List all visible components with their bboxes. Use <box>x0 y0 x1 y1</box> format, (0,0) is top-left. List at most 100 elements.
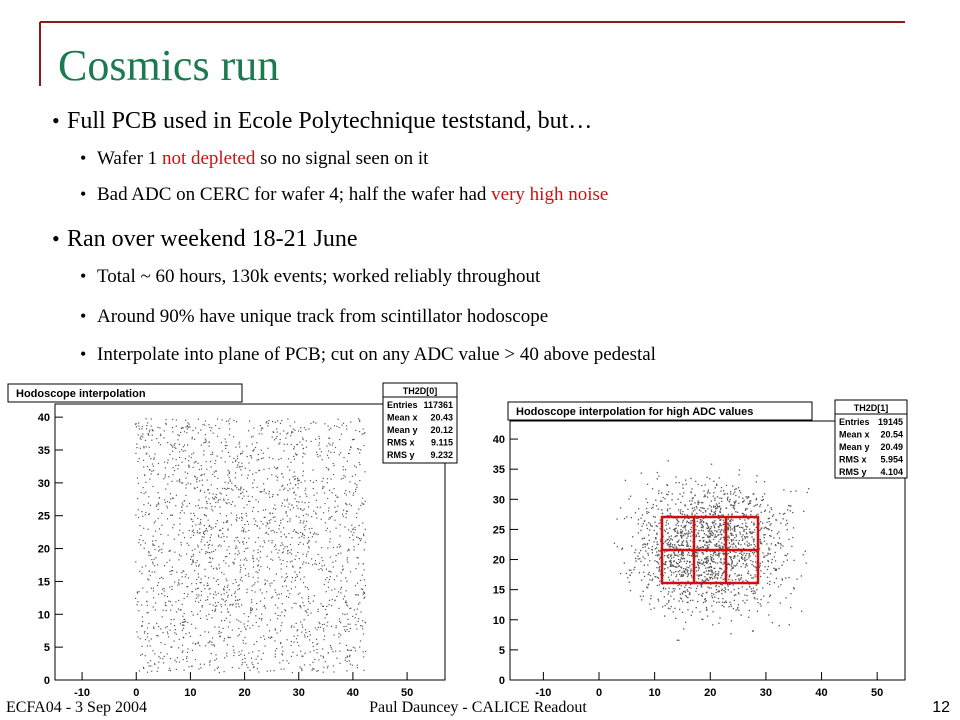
event-dot <box>191 525 193 527</box>
event-dot <box>169 453 171 456</box>
event-dot <box>746 599 748 601</box>
event-dot <box>277 552 279 554</box>
event-dot <box>290 640 292 643</box>
event-dot <box>265 525 267 527</box>
event-dot <box>323 492 326 494</box>
event-dot <box>275 475 277 477</box>
event-dot <box>716 507 718 509</box>
event-dot <box>338 543 340 545</box>
event-dot <box>200 465 202 467</box>
event-dot <box>226 608 229 610</box>
event-dot <box>359 538 361 540</box>
event-dot <box>191 549 193 551</box>
event-dot <box>686 542 689 544</box>
event-dot <box>274 516 276 518</box>
event-dot <box>171 585 173 588</box>
event-dot <box>289 469 291 471</box>
event-dot <box>282 484 284 486</box>
event-dot <box>734 555 736 557</box>
event-dot <box>136 447 138 449</box>
event-dot <box>682 519 684 521</box>
event-dot <box>703 533 706 535</box>
event-dot <box>157 564 159 566</box>
event-dot <box>346 629 348 631</box>
event-dot <box>250 612 252 614</box>
event-dot <box>717 506 719 508</box>
event-dot <box>186 425 188 427</box>
event-dot <box>749 502 751 504</box>
event-dot <box>283 548 285 550</box>
event-dot <box>215 654 217 656</box>
event-dot <box>730 534 732 536</box>
event-dot <box>283 450 285 452</box>
event-dot <box>664 604 666 607</box>
event-dot <box>670 559 672 561</box>
event-dot <box>139 570 141 572</box>
event-dot <box>194 438 196 440</box>
event-dot <box>201 538 203 541</box>
event-dot <box>244 657 246 659</box>
event-dot <box>243 559 245 561</box>
event-dot <box>259 556 261 559</box>
event-dot <box>227 584 229 586</box>
event-dot <box>669 546 671 548</box>
event-dot <box>227 520 229 522</box>
event-dot <box>663 563 666 565</box>
event-dot <box>302 509 304 512</box>
event-dot <box>734 503 736 505</box>
event-dot <box>156 584 159 587</box>
event-dot <box>241 650 243 652</box>
event-dot <box>638 552 640 554</box>
event-dot <box>666 528 668 530</box>
event-dot <box>363 549 365 551</box>
event-dot <box>200 594 202 596</box>
event-dot <box>300 508 302 510</box>
event-dot <box>706 577 708 579</box>
event-dot <box>172 446 174 448</box>
event-dot <box>669 512 671 515</box>
event-dot <box>302 534 304 536</box>
event-dot <box>345 425 348 427</box>
event-dot <box>272 596 274 598</box>
event-dot <box>172 474 174 476</box>
event-dot <box>175 668 177 670</box>
event-dot <box>686 575 689 578</box>
event-dot <box>207 596 209 598</box>
event-dot <box>669 561 671 563</box>
event-dot <box>272 512 274 514</box>
event-dot <box>139 447 141 449</box>
event-dot <box>707 547 709 550</box>
event-dot <box>342 598 344 600</box>
event-dot <box>283 430 285 432</box>
event-dot <box>299 578 302 580</box>
event-dot <box>721 500 723 503</box>
event-dot <box>712 555 714 557</box>
event-dot <box>658 522 660 524</box>
event-dot <box>184 576 186 578</box>
event-dot <box>315 512 317 514</box>
event-dot <box>239 564 241 566</box>
event-dot <box>316 670 318 672</box>
event-dot <box>712 513 714 516</box>
event-dot <box>317 608 319 610</box>
event-dot <box>170 609 172 611</box>
event-dot <box>192 559 194 561</box>
event-dot <box>223 535 225 537</box>
event-dot <box>713 561 715 563</box>
bullet-text: Interpolate into plane of PCB; cut on an… <box>97 344 656 365</box>
event-dot <box>236 599 238 601</box>
event-dot <box>349 654 351 656</box>
event-dot <box>711 574 714 576</box>
event-dot <box>714 554 717 556</box>
event-dot <box>363 433 365 435</box>
event-dot <box>697 578 700 580</box>
event-dot <box>289 425 291 427</box>
event-dot <box>205 439 207 441</box>
event-dot <box>257 581 259 583</box>
event-dot <box>186 432 188 434</box>
event-dot <box>679 531 682 533</box>
event-dot <box>274 656 276 658</box>
event-dot <box>723 490 725 492</box>
event-dot <box>317 610 319 613</box>
event-dot <box>674 554 677 556</box>
